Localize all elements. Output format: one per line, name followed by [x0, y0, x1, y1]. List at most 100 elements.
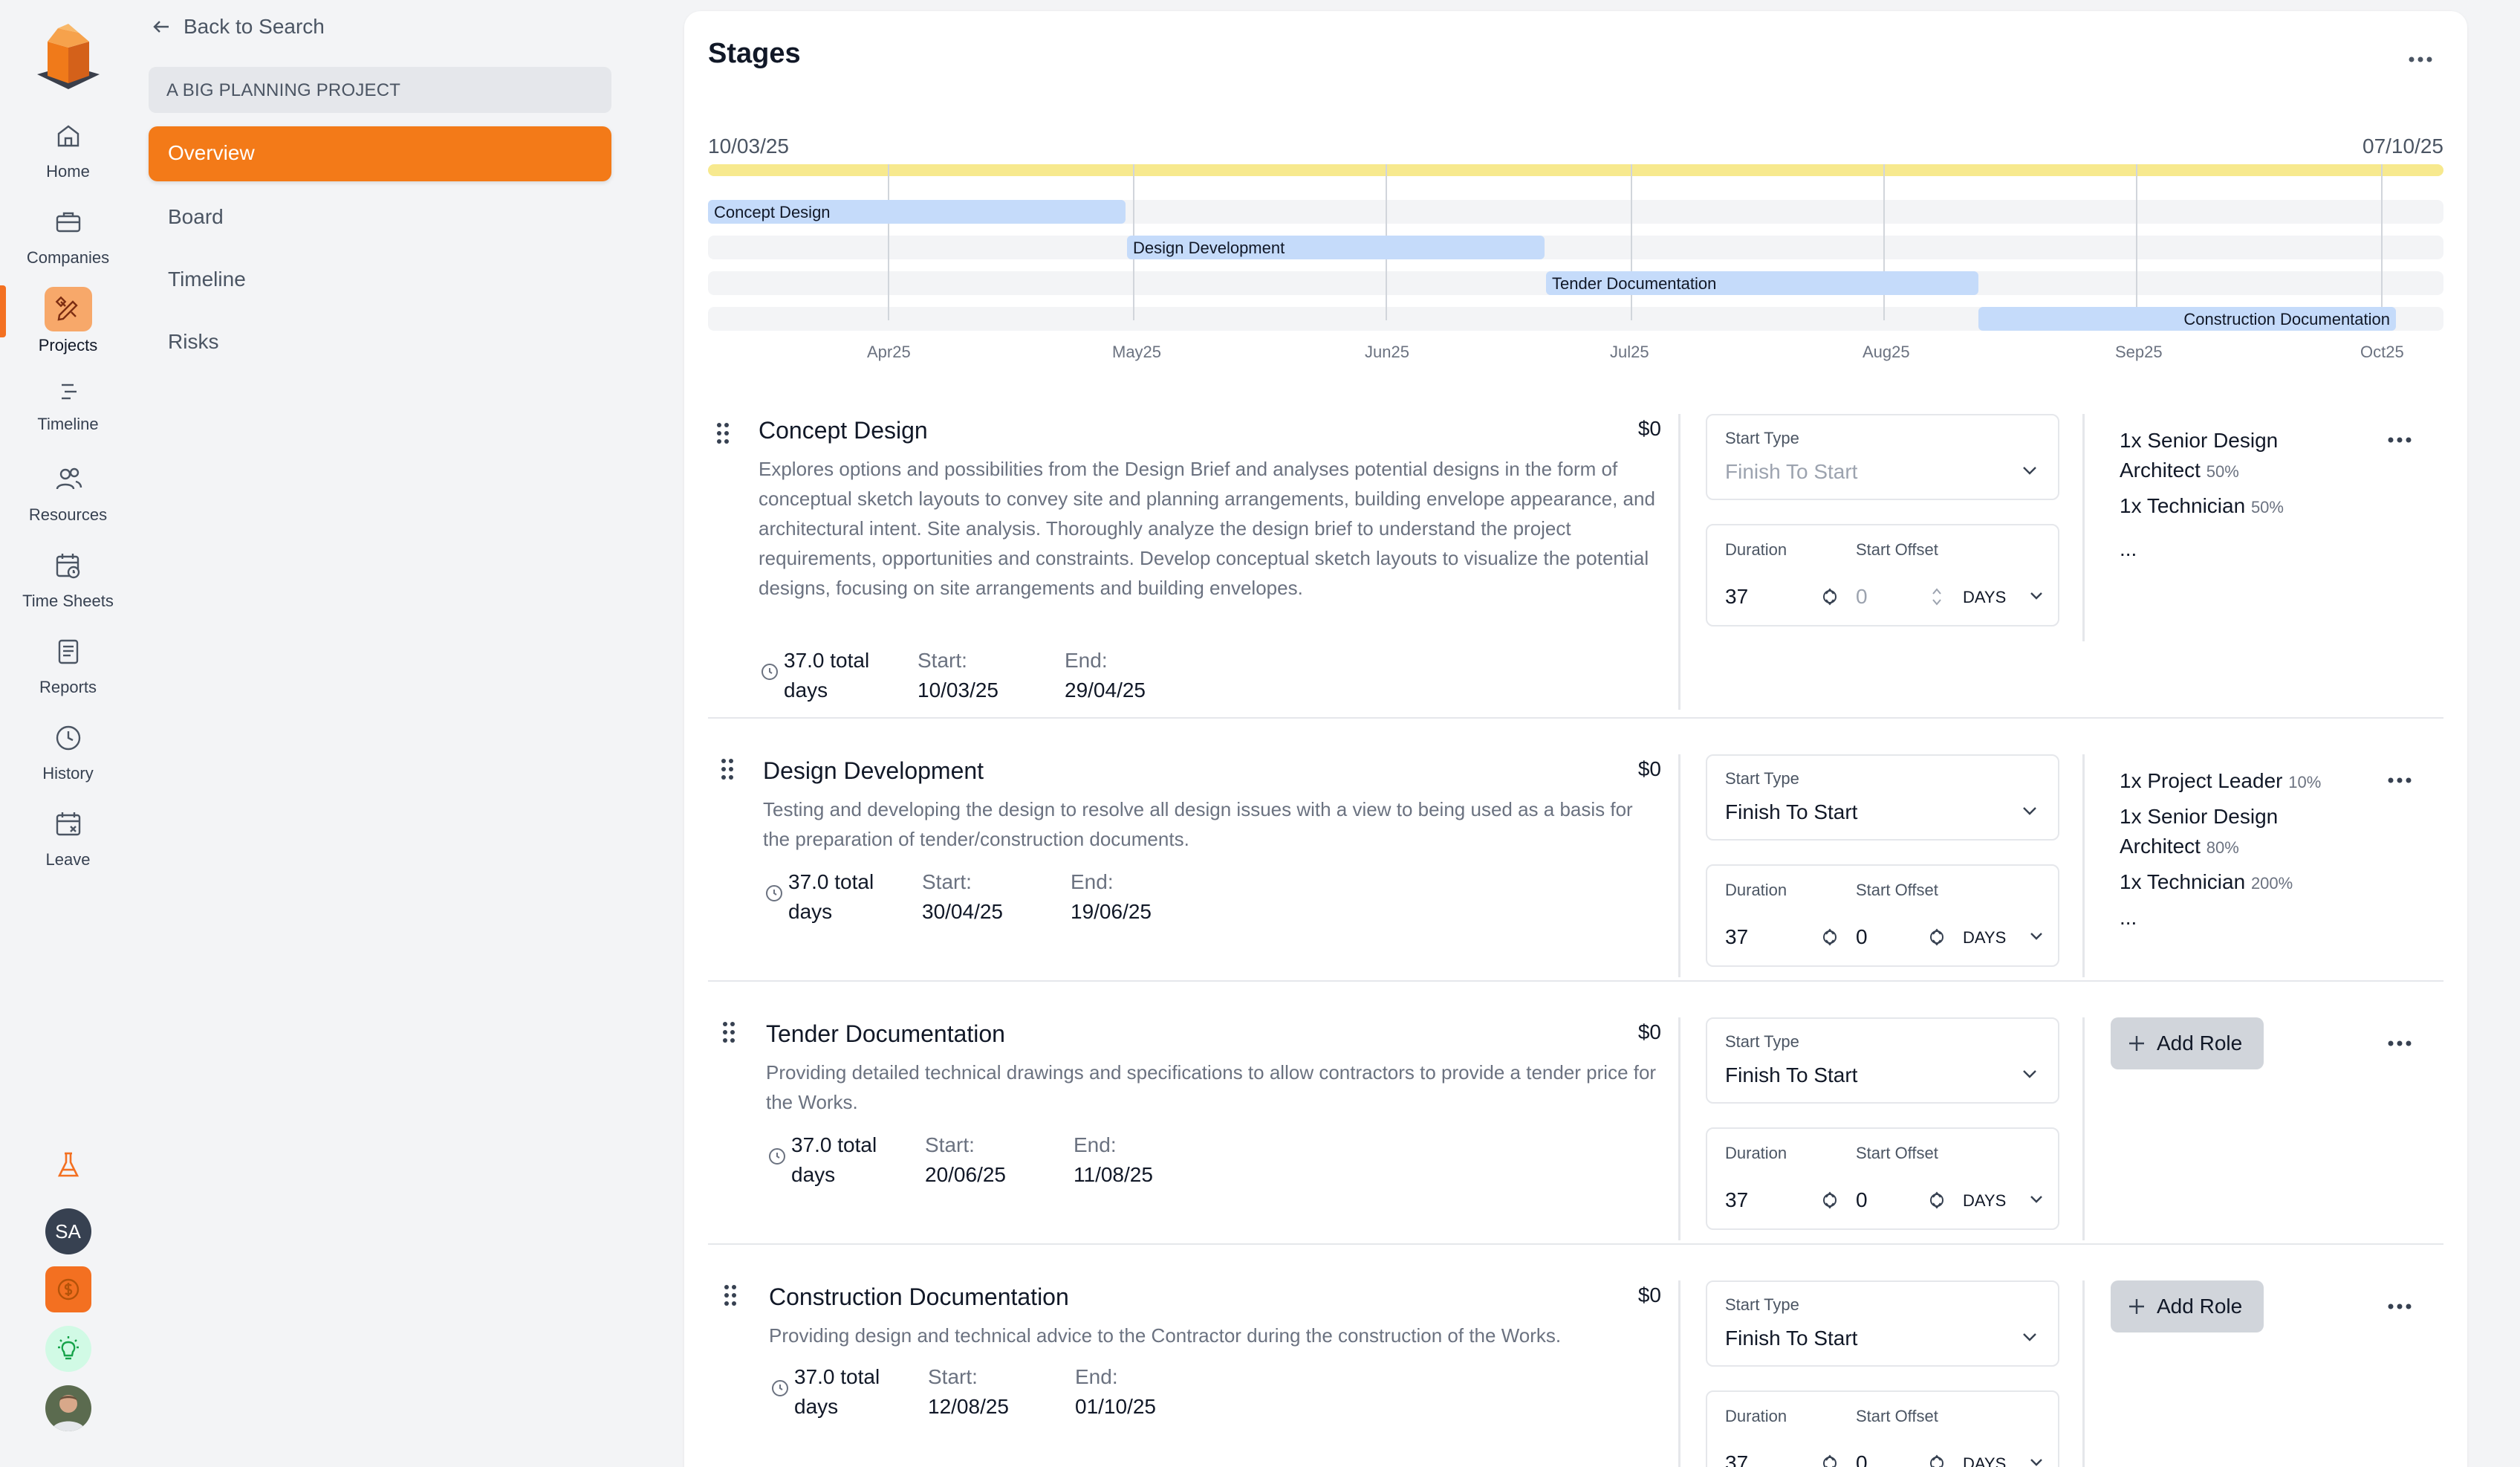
divider [1678, 754, 1680, 977]
gantt-bar-tender-documentation[interactable]: Tender Documentation [1546, 271, 1978, 295]
start-type-value: Finish To Start [1725, 800, 1858, 823]
nav-history[interactable]: History [0, 722, 136, 797]
stepper-icon[interactable] [1823, 1188, 1837, 1212]
user-profile-photo[interactable] [0, 1385, 136, 1435]
stage-more-icon[interactable] [2387, 1303, 2412, 1310]
stepper-icon[interactable] [1823, 925, 1837, 949]
user-avatar-sa[interactable]: SA [0, 1208, 136, 1254]
drag-handle-icon[interactable] [720, 757, 735, 781]
nav-leave[interactable]: Leave [0, 809, 136, 883]
start-type-select[interactable]: Start Type Finish To Start [1706, 414, 2059, 500]
stage-description: Providing design and technical advice to… [769, 1324, 1562, 1347]
more-roles[interactable]: ... [2120, 906, 2137, 929]
start-type-select[interactable]: Start Type Finish To Start [1706, 1017, 2059, 1104]
stepper-icon[interactable] [1930, 1451, 1943, 1467]
billing-icon-bg [45, 1266, 91, 1312]
stage-start: Start: 30/04/25 [922, 870, 1003, 923]
billing-button[interactable] [0, 1266, 136, 1312]
stage-more-icon[interactable] [2387, 1040, 2412, 1047]
subnav-item-risks[interactable]: Risks [168, 330, 219, 353]
nav-label: Timeline [37, 415, 99, 433]
back-to-search-link[interactable]: Back to Search [151, 15, 325, 39]
drag-handle-icon[interactable] [723, 1283, 738, 1307]
nav-projects[interactable]: Projects [0, 287, 136, 361]
divider [2082, 754, 2085, 977]
drag-handle-icon[interactable] [715, 421, 730, 445]
start-offset-input[interactable]: 0 [1856, 1451, 1868, 1467]
calendar-x-icon [56, 812, 80, 836]
nav-label: Resources [28, 505, 108, 524]
subnav-item-timeline[interactable]: Timeline [168, 268, 246, 291]
stepper-icon[interactable] [1930, 1188, 1943, 1212]
nav-resources[interactable]: Resources [0, 464, 136, 538]
start-offset-input[interactable]: 0 [1856, 1188, 1868, 1211]
chevron-down-icon[interactable] [2028, 591, 2045, 601]
duration-offset-box: Duration Start Offset 37 0 DAYS [1706, 864, 2059, 967]
stage-more-icon[interactable] [2387, 436, 2412, 444]
start-offset-input[interactable]: 0 [1856, 585, 1868, 608]
project-name-badge: A BIG PLANNING PROJECT [149, 67, 611, 113]
more-options-icon[interactable] [2408, 56, 2433, 63]
units-select[interactable]: DAYS [1963, 928, 2007, 947]
gantt-bar-concept-design[interactable]: Concept Design [708, 200, 1126, 224]
gantt-tick [2381, 164, 2383, 320]
duration-offset-box: Duration Start Offset 37 0 DAYS [1706, 1390, 2059, 1467]
start-type-label: Start Type [1725, 429, 1799, 447]
start-type-label: Start Type [1725, 769, 1799, 788]
start-offset-label: Start Offset [1856, 881, 1938, 899]
nav-companies[interactable]: Companies [0, 207, 136, 281]
clock-icon [766, 885, 782, 901]
stepper-icon[interactable] [1823, 585, 1837, 609]
plus-icon [2129, 1036, 2144, 1051]
chevron-down-icon [2023, 1070, 2036, 1078]
nav-time-sheets[interactable]: Time Sheets [0, 550, 136, 624]
start-offset-input[interactable]: 0 [1856, 925, 1868, 948]
start-type-select[interactable]: Start Type Finish To Start [1706, 754, 2059, 841]
nav-label: Projects [38, 336, 98, 354]
duration-input[interactable]: 37 [1725, 925, 1749, 948]
more-roles[interactable]: ... [2120, 537, 2137, 560]
nav-home[interactable]: Home [0, 120, 136, 195]
stepper-icon[interactable] [1930, 925, 1943, 949]
chevron-down-icon[interactable] [2028, 931, 2045, 942]
ideas-button[interactable] [0, 1326, 136, 1372]
duration-input[interactable]: 37 [1725, 1451, 1749, 1467]
nav-label: Reports [39, 678, 97, 696]
units-select[interactable]: DAYS [1963, 1454, 2007, 1467]
units-select[interactable]: DAYS [1963, 1191, 2007, 1210]
add-role-button[interactable]: Add Role [2111, 1280, 2264, 1332]
nav-timeline[interactable]: Timeline [0, 379, 136, 453]
nav-reports[interactable]: Reports [0, 636, 136, 710]
stepper-icon[interactable] [1823, 1451, 1837, 1467]
subnav-item-overview[interactable]: Overview [149, 126, 611, 181]
clock-icon [769, 1148, 785, 1165]
stage-name: Construction Documentation [769, 1283, 1069, 1310]
units-select[interactable]: DAYS [1963, 588, 2007, 606]
duration-input[interactable]: 37 [1725, 585, 1749, 608]
stepper-icon[interactable] [1930, 585, 1943, 609]
gantt-bar-construction-documentation[interactable]: Construction Documentation [1978, 307, 2396, 331]
duration-input[interactable]: 37 [1725, 1188, 1749, 1211]
duration-label: Duration [1725, 1407, 1787, 1425]
active-indicator [0, 285, 6, 337]
app-logo[interactable] [33, 21, 104, 92]
stage-end: End: 29/04/25 [1065, 649, 1146, 702]
plus-icon [2129, 1299, 2144, 1314]
subnav-item-board[interactable]: Board [168, 205, 224, 228]
briefcase-icon [56, 212, 80, 233]
stage-total-days: 37.0 total days [784, 649, 870, 702]
role-entry: 1x Project Leader 10% [2120, 769, 2322, 792]
stage-end: End: 11/08/25 [1074, 1133, 1153, 1186]
stage-separator [708, 1243, 2443, 1245]
stage-more-icon[interactable] [2387, 777, 2412, 784]
gantt-bar-design-development[interactable]: Design Development [1127, 236, 1545, 259]
stage-end: End: 01/10/25 [1075, 1365, 1156, 1418]
start-type-select[interactable]: Start Type Finish To Start [1706, 1280, 2059, 1367]
duration-label: Duration [1725, 1144, 1787, 1162]
drag-handle-icon[interactable] [721, 1020, 736, 1044]
chevron-down-icon[interactable] [2028, 1457, 2045, 1467]
stage-name: Design Development [763, 757, 984, 784]
labs-button[interactable] [0, 1150, 136, 1184]
chevron-down-icon[interactable] [2028, 1194, 2045, 1205]
add-role-button[interactable]: Add Role [2111, 1017, 2264, 1069]
